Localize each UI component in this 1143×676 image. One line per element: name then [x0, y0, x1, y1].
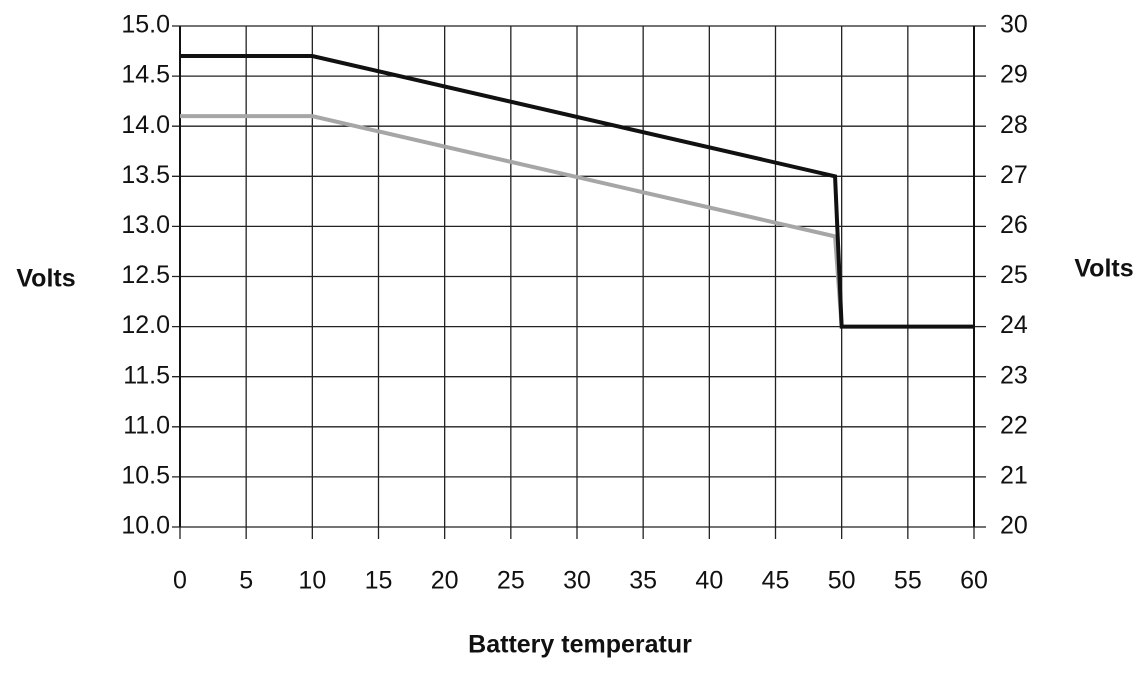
y-tick-label: 13.0	[121, 211, 170, 239]
y2-tick-label: 30	[1000, 11, 1028, 39]
x-tick-label: 45	[762, 567, 790, 595]
x-tick-label: 60	[960, 567, 988, 595]
x-tick-label: 10	[298, 567, 326, 595]
y-tick-label: 12.5	[121, 261, 170, 289]
x-tick-label: 50	[828, 567, 856, 595]
y-tick-label: 13.5	[121, 161, 170, 189]
x-tick-label: 25	[497, 567, 525, 595]
y2-tick-label: 27	[1000, 161, 1028, 189]
y2-tick-label: 23	[1000, 361, 1028, 389]
y2-tick-label: 29	[1000, 61, 1028, 89]
y2-tick-label: 20	[1000, 512, 1028, 540]
y-tick-label: 15.0	[121, 11, 170, 39]
y-tick-label: 11.0	[123, 411, 170, 439]
x-axis-label: Battery temperatur	[468, 631, 692, 659]
y2-tick-label: 28	[1000, 111, 1028, 139]
y2-tick-label: 21	[1000, 462, 1028, 490]
y-tick-label: 10.0	[121, 512, 170, 540]
y2-tick-label: 24	[1000, 311, 1028, 339]
x-tick-label: 30	[563, 567, 591, 595]
y-tick-label: 12.0	[121, 311, 170, 339]
y2-tick-label: 26	[1000, 211, 1028, 239]
x-tick-label: 15	[365, 567, 393, 595]
y2-tick-label: 22	[1000, 411, 1028, 439]
x-tick-label: 5	[239, 567, 253, 595]
x-tick-label: 20	[431, 567, 459, 595]
y-axis-label: Volts	[16, 265, 75, 293]
x-tick-label: 55	[894, 567, 922, 595]
y2-axis-label: Volts	[1074, 255, 1133, 283]
y-tick-label: 10.5	[121, 462, 170, 490]
x-tick-label: 40	[695, 567, 723, 595]
x-tick-label: 35	[629, 567, 657, 595]
y2-tick-label: 25	[1000, 261, 1028, 289]
series-line	[180, 54, 974, 329]
y-tick-label: 11.5	[123, 361, 170, 389]
x-tick-label: 0	[173, 567, 187, 595]
y-tick-label: 14.5	[121, 61, 170, 89]
y-tick-label: 14.0	[121, 111, 170, 139]
